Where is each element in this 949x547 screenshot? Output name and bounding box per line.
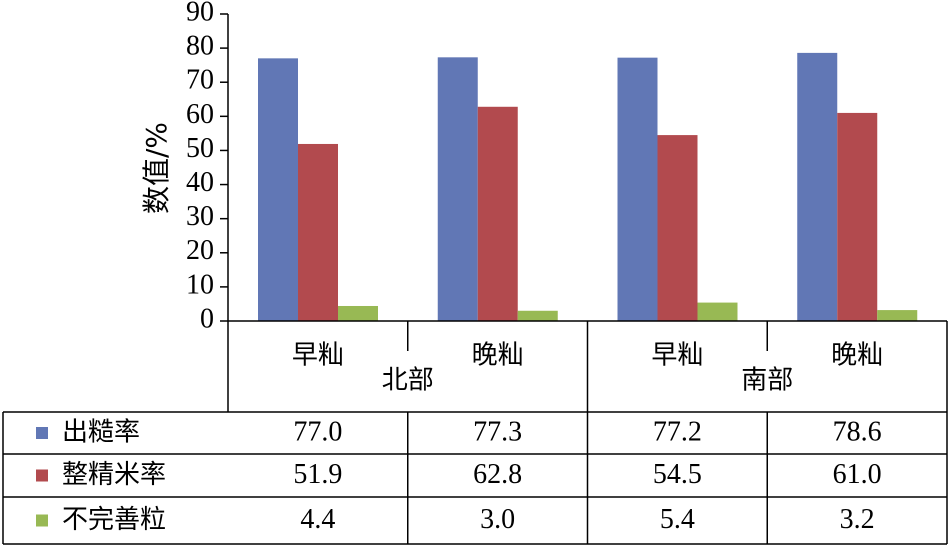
category-label-3: 晚籼	[831, 341, 883, 371]
y-tick-label-4: 40	[186, 167, 214, 198]
group-label-0: 北部	[382, 366, 434, 396]
y-tick-label-2: 20	[186, 235, 214, 266]
table-cell-1-3: 61.0	[833, 459, 882, 490]
table-cell-1-2: 54.5	[653, 459, 702, 490]
bars-layer	[258, 52, 918, 322]
category-label-0: 早籼	[292, 341, 344, 371]
y-axis-label-group: 数值/%	[140, 122, 173, 214]
y-axis-label: 数值/%	[140, 122, 173, 214]
bar-0-0	[258, 58, 298, 321]
table-cell-0-0: 77.0	[293, 416, 342, 447]
table-cell-2-0: 4.4	[300, 504, 335, 535]
bar-0-1	[437, 57, 478, 322]
category-label-2: 早籼	[651, 341, 703, 371]
legend-swatch-2	[36, 514, 48, 527]
y-tick-label-1: 10	[186, 269, 214, 300]
table-cell-2-1: 3.0	[480, 504, 515, 535]
y-tick-label-8: 80	[186, 31, 214, 62]
table-cell-2-3: 3.2	[840, 504, 875, 535]
bar-1-0	[298, 143, 338, 321]
bar-2-3	[877, 310, 918, 321]
legend-label-0: 出糙率	[62, 418, 140, 448]
y-tick-label-5: 50	[186, 133, 214, 164]
table-cell-0-3: 78.6	[833, 416, 882, 447]
legend-swatch-1	[36, 469, 48, 482]
table-cell-1-1: 62.8	[473, 459, 522, 490]
bar-0-2	[617, 57, 658, 321]
group-label-1: 南部	[741, 366, 793, 396]
bar-2-2	[697, 302, 738, 321]
table-cell-1-0: 51.9	[293, 459, 342, 490]
legend-swatch-0	[36, 427, 48, 439]
data-table: 出糙率 77.0 77.3 77.2 78.6 整精米率 51.9 62.8 54.5 61.0 不…	[2, 411, 947, 545]
legend-label-2: 不完善粒	[62, 505, 166, 535]
bar-0-3	[797, 52, 838, 322]
y-tick-label-0: 0	[200, 303, 214, 334]
y-tick-label-7: 70	[186, 65, 214, 96]
legend-label-1: 整精米率	[62, 460, 166, 490]
bar-1-1	[477, 106, 518, 321]
bar-2-0	[338, 305, 378, 321]
bar-2-1	[517, 310, 558, 321]
table-cell-0-1: 77.3	[473, 416, 522, 447]
category-label-1: 晚籼	[472, 341, 524, 371]
table-cell-0-2: 77.2	[653, 416, 702, 447]
table-cell-2-2: 5.4	[660, 504, 695, 535]
y-tick-label-6: 60	[186, 99, 214, 130]
bar-1-2	[657, 135, 698, 321]
y-tick-label-3: 30	[186, 201, 214, 232]
y-tick-label-9: 90	[186, 0, 214, 27]
bar-1-3	[837, 112, 878, 321]
